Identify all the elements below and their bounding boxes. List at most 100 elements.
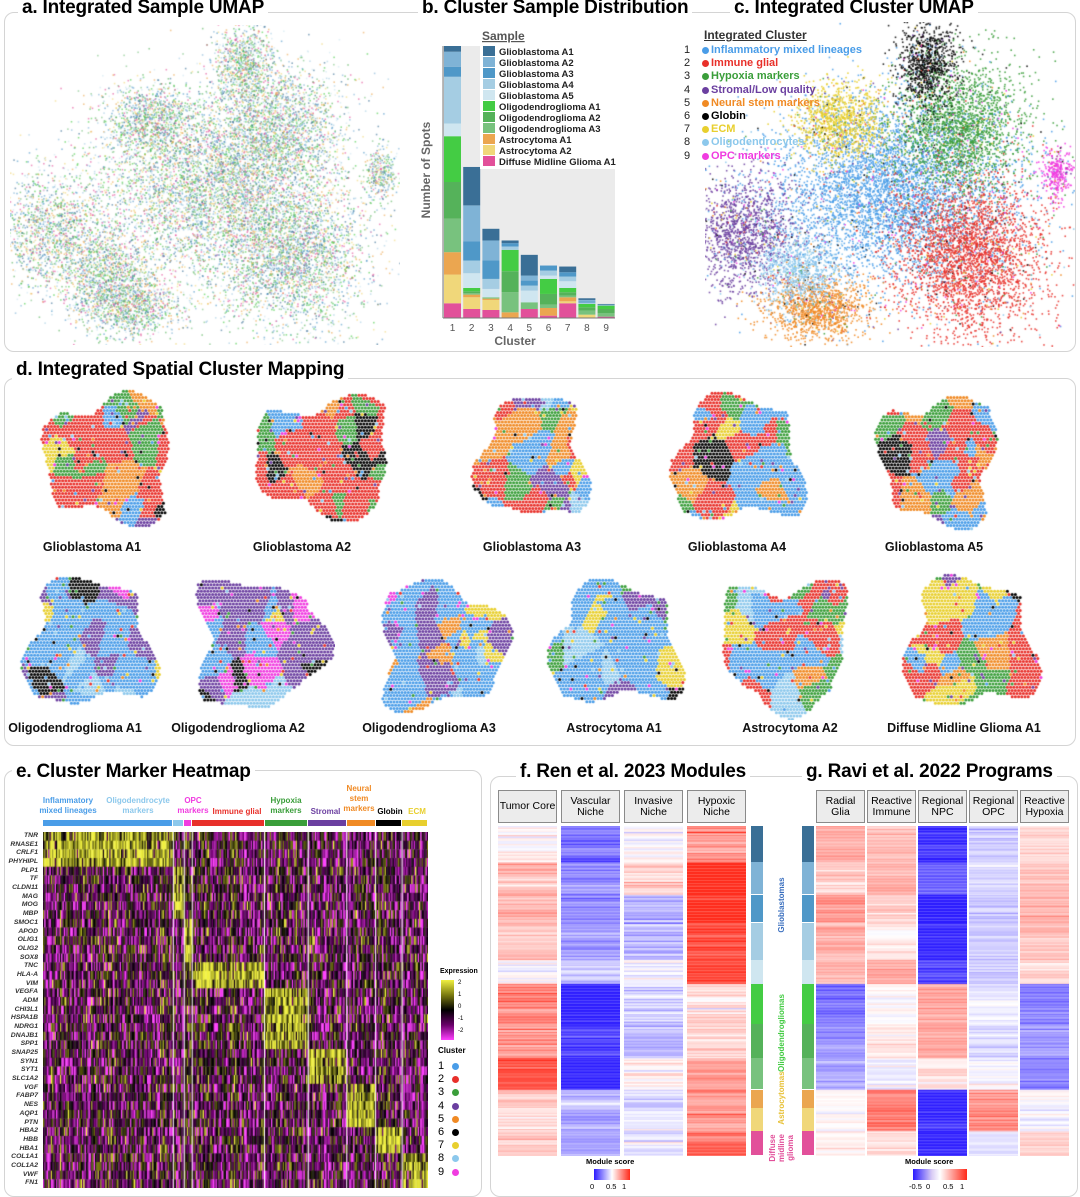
bar-segment	[463, 291, 481, 294]
bar-segment	[482, 309, 500, 318]
cluster-sample-bar-chart: 1 2 3 4 5 6 7 8 9 Cluster Number of Spots Sample Gli…	[419, 29, 630, 348]
gene-label: VIM	[25, 979, 38, 987]
module-column-heatmap	[918, 826, 967, 1156]
spatial-map-label: Glioblastoma A5	[884, 540, 984, 554]
bar-segment	[540, 307, 557, 316]
cluster-legend-dot	[702, 139, 709, 147]
bar-segment	[597, 312, 615, 317]
spatial-map-label: Oligodendroglioma A1	[8, 721, 142, 735]
panel-c-title: c. Integrated Cluster UMAP	[730, 0, 978, 19]
bar-segment	[520, 275, 538, 281]
bar-segment	[540, 293, 557, 305]
bar-segment	[597, 316, 615, 318]
group-annotation-label: Glioblastomas	[776, 877, 786, 933]
bar-segment	[540, 278, 557, 294]
bar-segment	[482, 288, 500, 298]
cluster-legend-number: 9	[684, 149, 691, 162]
bar-segment	[520, 285, 538, 291]
bar-segment	[501, 292, 519, 313]
cluster-legend-number: 6	[684, 110, 691, 122]
legend-label: Glioblastoma A3	[499, 69, 574, 80]
cluster-legend-dot	[452, 1155, 459, 1163]
cluster-group-bar	[375, 820, 402, 826]
x-axis-title: Cluster	[494, 334, 536, 348]
module-header: Regional NPC	[918, 790, 967, 823]
module-score-legend-title: Module score	[586, 1157, 635, 1166]
cluster-legend-label: Oligodendrocytes	[711, 136, 805, 149]
cluster-legend-number: 1	[438, 1060, 445, 1072]
legend-title: Sample	[482, 29, 525, 43]
spatial-map-label: Astrocytoma A2	[742, 721, 838, 735]
bar-segment	[482, 297, 500, 299]
gene-label: CLDN11	[12, 884, 38, 892]
legend-swatch	[483, 68, 495, 78]
module-column-heatmap	[867, 826, 916, 1156]
spatial-map-label: Glioblastoma A2	[252, 540, 352, 554]
sample-annotation-segment	[802, 960, 814, 984]
gene-label: FN1	[25, 1179, 38, 1187]
group-annotation-label: Astrocytomas	[776, 1071, 786, 1125]
bar-segment	[463, 294, 481, 298]
cluster-group-bar	[346, 820, 375, 826]
sample-annotation-segment	[751, 1058, 763, 1090]
bar-segment	[482, 278, 500, 289]
bar-segment	[559, 266, 577, 273]
bar-segment	[463, 297, 481, 309]
bar-segment	[482, 240, 500, 261]
cluster-legend-dot	[452, 1102, 459, 1110]
module-score-colorbar	[594, 1169, 630, 1180]
bar-segment	[482, 228, 500, 241]
module-score-colorbar	[913, 1169, 967, 1180]
module-header: Regional OPC	[969, 790, 1018, 823]
expression-colorbar	[441, 980, 454, 1040]
bar-segment	[520, 254, 538, 276]
bar-segment	[559, 295, 577, 298]
cluster-legend-dot	[702, 47, 709, 54]
cluster-legend-dot	[452, 1076, 459, 1084]
bar-segment	[559, 292, 577, 296]
sample-annotation-segment	[802, 1131, 814, 1156]
legend-label: Glioblastoma A2	[499, 58, 574, 69]
cluster-legend-number: 1	[684, 44, 691, 56]
bar-segment	[463, 260, 481, 274]
cluster-legend-dot	[452, 1115, 459, 1123]
bar-segment	[597, 303, 615, 305]
sample-annotation-segment	[751, 894, 763, 923]
legend-swatch	[483, 145, 495, 155]
gene-label: SNAP25	[11, 1049, 38, 1057]
bar-segment	[501, 246, 519, 250]
cluster-legend-number: 2	[438, 1073, 445, 1086]
cluster-legend-number: 3	[438, 1086, 445, 1099]
cluster-legend-label: Globin	[711, 110, 746, 122]
cluster-group-bar	[173, 820, 184, 826]
gene-label: OLIG2	[17, 944, 38, 952]
cluster-group-bar	[308, 820, 346, 826]
bar-segment	[444, 76, 461, 124]
legend-swatch	[483, 156, 495, 166]
cluster-legend-dot	[452, 1089, 459, 1097]
sample-annotation-segment	[751, 1131, 763, 1156]
gene-label: APOD	[18, 927, 38, 935]
gene-label: SYN1	[20, 1057, 38, 1065]
bar-segment	[463, 293, 481, 295]
cluster-legend-title: Cluster	[438, 1046, 466, 1055]
bar-segment	[444, 182, 461, 219]
cluster-legend-dot	[452, 1142, 459, 1150]
bar-segment	[463, 308, 481, 318]
sample-annotation-segment	[751, 984, 763, 1024]
legend-swatch	[483, 79, 495, 89]
gene-label: VWF	[22, 1170, 38, 1178]
legend-swatch	[483, 112, 495, 122]
module-header: Tumor Core	[498, 790, 557, 823]
gene-label: TNR	[24, 832, 38, 839]
gene-label: HLA-A	[16, 970, 38, 978]
spatial-map-10	[712, 570, 860, 720]
sample-annotation-segment	[802, 826, 814, 862]
x-tick-label: 2	[469, 323, 475, 334]
legend-swatch	[483, 134, 495, 144]
panel-d-title: d. Integrated Spatial Cluster Mapping	[12, 359, 349, 381]
module-score-tick: 0.5	[943, 1182, 954, 1191]
module-score-tick: 0	[926, 1182, 931, 1191]
bar-segment	[540, 270, 557, 276]
bar-segment	[597, 305, 615, 309]
